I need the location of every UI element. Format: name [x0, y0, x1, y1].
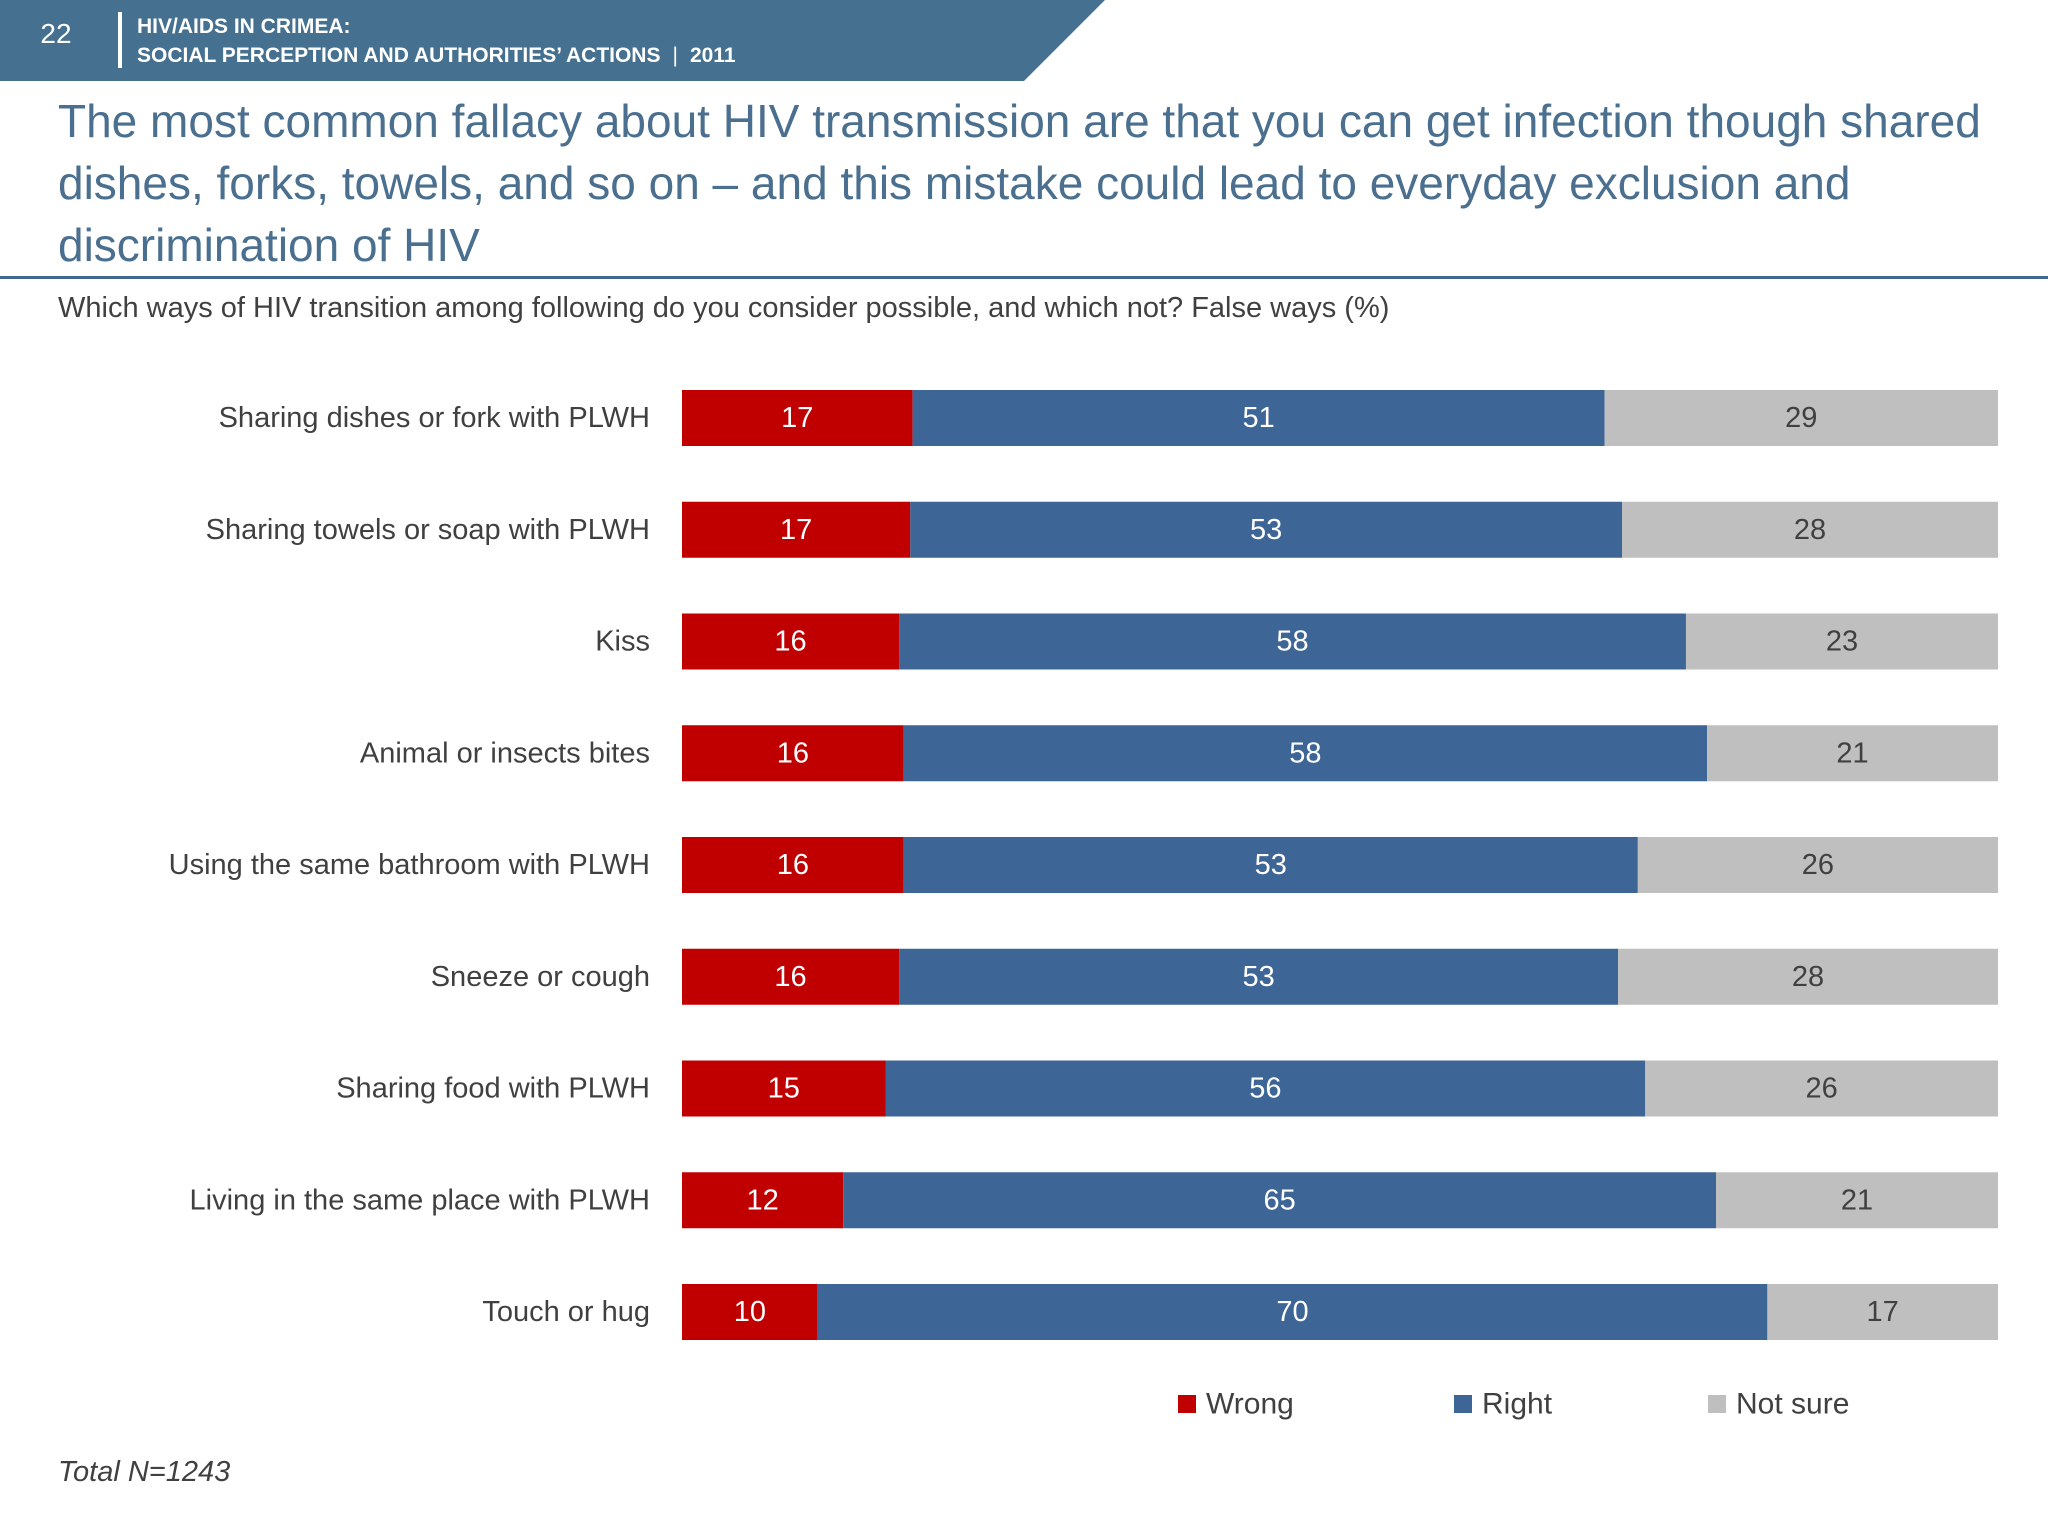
page-number: 22	[40, 18, 72, 49]
category-label: Sharing food with PLWH	[336, 1073, 650, 1105]
data-label: 28	[1792, 961, 1824, 993]
bar-segment-not-sure	[1767, 1284, 1998, 1340]
category-label: Sharing towels or soap with PLWH	[206, 514, 650, 546]
data-label: 17	[780, 514, 812, 546]
legend-label: Not sure	[1736, 1388, 1849, 1421]
data-label: 17	[1867, 1296, 1899, 1328]
sample-size-note: Total N=1243	[58, 1456, 231, 1488]
data-label: 58	[1289, 737, 1321, 769]
header-line1: HIV/AIDS IN CRIMEA:	[137, 15, 351, 38]
category-label: Living in the same place with PLWH	[190, 1184, 650, 1216]
stacked-bar-chart: Sharing dishes or fork with PLWH 17 51 29 Sh…	[169, 390, 1998, 1421]
bar-segment-wrong	[682, 948, 900, 1005]
bar-segment-right	[899, 613, 1686, 670]
data-label: 10	[734, 1296, 766, 1328]
bar-segment-right	[843, 1172, 1716, 1229]
legend-label: Wrong	[1206, 1388, 1294, 1421]
bar-segment-not-sure	[1618, 948, 1998, 1005]
data-label: 28	[1794, 514, 1826, 546]
bar-segment-wrong	[682, 390, 913, 446]
data-label: 29	[1785, 402, 1817, 434]
bar-segment-wrong	[682, 725, 904, 782]
category-label: Animal or insects bites	[360, 737, 650, 769]
bar-segment-wrong	[682, 613, 900, 670]
header-year: 2011	[689, 44, 736, 67]
bar-segment-not-sure	[1707, 725, 1998, 782]
data-label: 26	[1802, 849, 1834, 881]
legend-label: Right	[1482, 1388, 1553, 1421]
data-label: 12	[746, 1184, 778, 1216]
header-line2: SOCIAL PERCEPTION AND AUTHORITIES’ ACTIO…	[137, 41, 736, 70]
bar-segment-right	[817, 1284, 1768, 1340]
data-label: 26	[1805, 1073, 1837, 1105]
data-label: 51	[1242, 402, 1274, 434]
header-text: HIV/AIDS IN CRIMEA: SOCIAL PERCEPTION AN…	[137, 12, 736, 70]
category-label: Kiss	[595, 626, 650, 658]
bar-segment-right	[885, 1060, 1646, 1117]
data-label: 16	[777, 737, 809, 769]
data-label: 56	[1249, 1073, 1281, 1105]
category-label: Sharing dishes or fork with PLWH	[219, 402, 650, 434]
data-label: 53	[1250, 514, 1282, 546]
data-label: 16	[774, 961, 806, 993]
chart-question: Which ways of HIV transition among follo…	[58, 292, 1390, 324]
bar-segment-right	[903, 837, 1638, 893]
legend-swatch	[1708, 1395, 1726, 1413]
bar-segment-wrong	[682, 501, 911, 558]
header-divider	[118, 12, 122, 68]
data-label: 65	[1263, 1184, 1295, 1216]
data-label: 21	[1841, 1184, 1873, 1216]
bar-segment-right	[912, 390, 1605, 446]
data-label: 16	[774, 626, 806, 658]
header-banner	[0, 0, 1105, 81]
legend-swatch	[1178, 1395, 1196, 1413]
title-divider	[0, 276, 2048, 279]
bar-segment-right	[910, 501, 1622, 558]
data-label: 21	[1836, 737, 1868, 769]
category-label: Touch or hug	[482, 1296, 650, 1328]
data-label: 23	[1826, 626, 1858, 658]
bar-segment-right	[899, 948, 1619, 1005]
page-title: The most common fallacy about HIV transm…	[58, 95, 1981, 271]
bar-segment-right	[903, 725, 1708, 782]
data-label: 15	[768, 1073, 800, 1105]
bar-segment-not-sure	[1685, 613, 1998, 670]
header-separator: |	[672, 44, 678, 67]
data-label: 17	[781, 402, 813, 434]
bar-segment-wrong	[682, 837, 904, 893]
category-label: Sneeze or cough	[431, 961, 650, 993]
category-label: Using the same bathroom with PLWH	[169, 849, 650, 881]
bar-segment-not-sure	[1622, 501, 1998, 558]
bar-segment-wrong	[682, 1172, 844, 1229]
bar-segment-not-sure	[1716, 1172, 1998, 1229]
data-label: 58	[1276, 626, 1308, 658]
header-report-title: SOCIAL PERCEPTION AND AUTHORITIES’ ACTIO…	[137, 44, 661, 67]
data-label: 16	[777, 849, 809, 881]
data-label: 53	[1255, 849, 1287, 881]
bar-segment-wrong	[682, 1284, 818, 1340]
data-label: 53	[1242, 961, 1274, 993]
bar-segment-not-sure	[1604, 390, 1998, 446]
data-label: 70	[1276, 1296, 1308, 1328]
bar-segment-not-sure	[1645, 1060, 1998, 1117]
bar-segment-wrong	[682, 1060, 886, 1117]
legend-swatch	[1454, 1395, 1472, 1413]
bar-segment-not-sure	[1637, 837, 1998, 893]
